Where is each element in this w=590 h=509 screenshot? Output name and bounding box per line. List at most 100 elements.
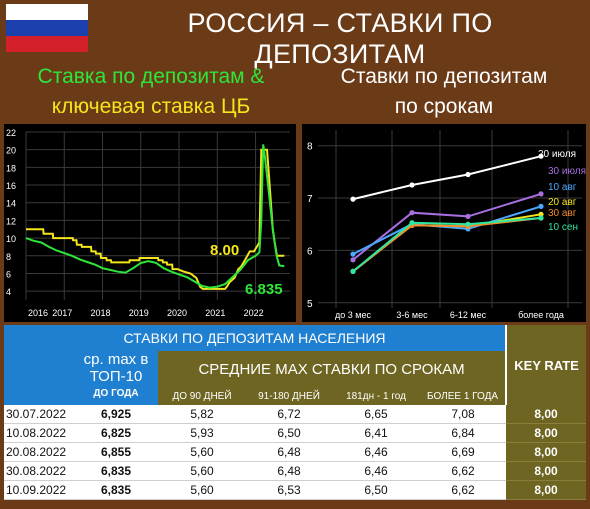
series-point <box>538 211 544 217</box>
cell-key: 8,00 <box>506 405 587 424</box>
series-point <box>350 268 356 274</box>
top10-header: ср. max в ТОП-10 ДО ГОДА <box>74 351 158 405</box>
table-row: 10.09.2022 6,835 5,60 6,53 6,50 6,62 8,00 <box>4 480 587 500</box>
y-tick-label: 10 <box>6 234 16 244</box>
legend-label: 10 авг <box>548 182 577 193</box>
left-chart-title-line2: ключевая ставка ЦБ <box>51 95 251 118</box>
y-tick-label: 12 <box>6 216 16 226</box>
cell-c2: 6,72 <box>246 405 332 424</box>
col-header-90: ДО 90 ДНЕЙ <box>158 387 246 405</box>
series-line-5 <box>352 217 542 273</box>
key-rate-label: 8.00 <box>210 242 239 259</box>
x-tick-label: 2021 <box>205 308 225 318</box>
series-point <box>350 196 356 202</box>
cell-c2: 6,50 <box>246 423 332 443</box>
cell-date: 10.09.2022 <box>4 480 74 500</box>
cell-c2: 6,48 <box>246 461 332 481</box>
x-tick-label: более года <box>518 310 564 320</box>
deposit-rates-table: СТАВКИ ПО ДЕПОЗИТАМ НАСЕЛЕНИЯ KEY RATE с… <box>4 325 587 500</box>
y-tick-label: 16 <box>6 181 16 191</box>
cell-date: 10.08.2022 <box>4 423 74 443</box>
y-tick-label: 8 <box>6 252 11 262</box>
x-tick-label: 2017 <box>52 308 72 318</box>
right-chart-svg: 5 6 7 8 до 3 мес 3-6 мес 6-12 мес более года 20 … <box>307 130 586 320</box>
cell-c3: 6,46 <box>332 442 420 462</box>
cell-top10: 6,825 <box>74 423 158 443</box>
x-tick-label: 2020 <box>167 308 187 318</box>
series-point <box>465 171 471 178</box>
y-tick-label: 22 <box>6 128 16 138</box>
cell-c4: 6,69 <box>420 442 507 462</box>
y-tick-label: 5 <box>307 299 313 310</box>
table-row: 10.08.2022 6,825 5,93 6,50 6,41 6,84 8,00 <box>4 423 587 443</box>
cell-c3: 6,46 <box>332 461 420 481</box>
cell-top10: 6,855 <box>74 442 158 462</box>
series-point <box>538 153 544 159</box>
cell-c4: 6,62 <box>420 461 507 481</box>
series-line-1 <box>25 144 285 289</box>
cell-key: 8,00 <box>506 423 587 443</box>
series-point <box>350 251 356 257</box>
left-chart-title: Ставка по депозитам & ключевая ставка ЦБ <box>6 62 296 122</box>
cell-c4: 7,08 <box>420 405 507 424</box>
y-tick-label: 14 <box>6 199 16 209</box>
left-chart-title-line1: Ставка по депозитам & <box>37 65 265 88</box>
x-tick-label: до 3 мес <box>335 310 371 320</box>
cell-key: 8,00 <box>506 461 587 481</box>
cell-top10: 6,925 <box>74 405 158 424</box>
series-point <box>409 220 415 226</box>
series-point <box>409 182 415 188</box>
flag-stripe-white <box>6 4 88 20</box>
series-line-0 <box>26 148 285 290</box>
series-line-4 <box>352 217 542 273</box>
cell-c3: 6,50 <box>332 480 420 500</box>
cell-c1: 5,60 <box>158 480 246 500</box>
avg-rates-header: СРЕДНИЕ MAX СТАВКИ ПО СРОКАМ <box>158 351 507 387</box>
cell-c4: 6,84 <box>420 423 507 443</box>
right-chart-title-line1: Ставки по депозитам <box>340 65 548 88</box>
cell-date: 30.07.2022 <box>4 405 74 424</box>
x-tick-label: 3-6 мес <box>396 310 428 320</box>
col-header-over-1y: БОЛЕЕ 1 ГОДА <box>420 387 507 405</box>
y-tick-label: 7 <box>307 194 313 205</box>
series-line-1 <box>352 192 542 261</box>
y-tick-label: 6 <box>6 269 11 279</box>
table-row: 30.08.2022 6,835 5,60 6,48 6,46 6,62 8,00 <box>4 461 587 481</box>
y-tick-label: 6 <box>307 246 313 257</box>
russia-flag-icon <box>6 4 88 52</box>
cell-c3: 6,41 <box>332 423 420 443</box>
x-tick-label: 2019 <box>129 308 149 318</box>
x-tick-label: 2016 <box>28 308 48 318</box>
cell-c1: 5,60 <box>158 442 246 462</box>
table-row: 20.08.2022 6,855 5,60 6,48 6,46 6,69 8,00 <box>4 442 587 462</box>
cell-c1: 5,82 <box>158 405 246 424</box>
top10-header-line2: ТОП-10 <box>89 368 143 385</box>
page-title: РОССИЯ – СТАВКИ ПО ДЕПОЗИТАМ <box>187 8 493 69</box>
col-header-181-1y: 181дн - 1 год <box>332 387 420 405</box>
x-tick-label: 2018 <box>91 308 111 318</box>
right-chart-title-line2: по срокам <box>394 95 494 118</box>
series-point <box>465 213 471 219</box>
legend-label: 10 сен <box>548 222 578 233</box>
y-tick-label: 20 <box>6 146 16 156</box>
right-chart-title: Ставки по депозитам по срокам <box>300 62 588 122</box>
series-line-0 <box>352 155 542 201</box>
cell-c2: 6,53 <box>246 480 332 500</box>
x-tick-label: 2022 <box>244 308 264 318</box>
y-tick-label: 18 <box>6 163 16 173</box>
flag-stripe-red <box>6 36 88 52</box>
cell-c1: 5,60 <box>158 461 246 481</box>
cell-date: 20.08.2022 <box>4 442 74 462</box>
cell-top10: 6,835 <box>74 461 158 481</box>
key-rate-header: KEY RATE <box>505 325 587 405</box>
top10-header-line1: ср. max в <box>83 351 149 368</box>
y-tick-label: 4 <box>6 287 11 297</box>
cell-key: 8,00 <box>506 442 587 462</box>
cell-c4: 6,62 <box>420 480 507 500</box>
cell-c1: 5,93 <box>158 423 246 443</box>
series-point <box>465 221 471 227</box>
series-point <box>538 203 544 209</box>
cell-top10: 6,835 <box>74 480 158 500</box>
legend-label: 30 авг <box>548 208 577 219</box>
